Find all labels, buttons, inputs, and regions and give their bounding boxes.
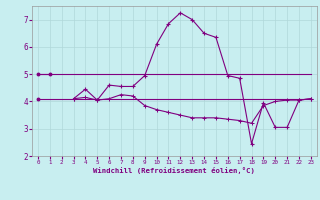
X-axis label: Windchill (Refroidissement éolien,°C): Windchill (Refroidissement éolien,°C): [93, 167, 255, 174]
